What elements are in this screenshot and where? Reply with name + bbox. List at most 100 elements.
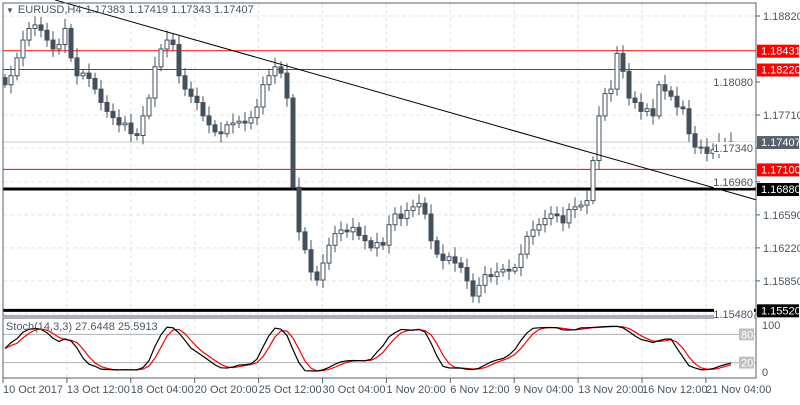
- candle-bear: [428, 213, 434, 242]
- candle-bear: [212, 124, 218, 133]
- candle-bull: [656, 84, 662, 117]
- candle-bear: [290, 97, 296, 188]
- price-tick-label: 1.16960: [713, 177, 753, 189]
- candle-bear: [422, 202, 428, 215]
- candle-bear: [284, 72, 290, 99]
- level-price-label: 1.17100: [761, 164, 800, 176]
- time-tick-label: 16 Nov 12:00: [642, 384, 707, 396]
- candle-bull: [476, 284, 482, 297]
- level-price-label: 1.15520: [761, 305, 800, 317]
- candle-bull: [230, 122, 236, 126]
- time-tick-label: 25 Oct 12:00: [259, 384, 322, 396]
- candle-bear: [626, 70, 632, 99]
- candle-bear: [194, 95, 200, 104]
- time-tick-label: 21 Nov 04:00: [706, 384, 771, 396]
- stoch-tick-label: 0: [762, 367, 768, 379]
- candle-bear: [296, 186, 302, 233]
- time-tick-label: 9 Nov 04:00: [514, 384, 573, 396]
- candle-bear: [38, 24, 44, 31]
- candle-bear: [278, 66, 284, 74]
- candle-bull: [386, 224, 392, 246]
- candle-bull: [146, 97, 152, 117]
- candle-bull: [584, 200, 590, 206]
- candle-bull: [608, 88, 614, 95]
- candle-bull: [26, 27, 32, 41]
- candles: [2, 16, 734, 304]
- candle-bull: [56, 44, 62, 50]
- candle-bull: [332, 233, 338, 246]
- trendline[interactable]: [54, 0, 757, 201]
- candle-bull: [152, 66, 158, 99]
- axes: 1.18820 1.18080 1.17710 1.17340 1.16960 1.165…: [2, 2, 800, 396]
- candle-bear: [458, 262, 464, 269]
- candle-bear: [470, 280, 476, 297]
- candle-bull: [416, 202, 422, 208]
- candle-bear: [206, 115, 212, 126]
- candle-bear: [560, 215, 566, 224]
- candle-bear: [680, 106, 686, 110]
- stoch-level-label: 80: [741, 329, 753, 341]
- price-tick-label: 1.18080: [713, 77, 753, 89]
- stoch-level-tag: [739, 356, 754, 369]
- candle-bear: [368, 240, 374, 249]
- candle-bear: [464, 267, 470, 282]
- stoch-level-tag: [739, 328, 754, 341]
- candle-bear: [620, 52, 626, 72]
- candle-bull: [236, 120, 242, 124]
- main-plot-frame: [2, 2, 757, 317]
- candle-bull: [572, 206, 578, 211]
- candle-bear: [242, 120, 248, 124]
- candle-bull: [32, 24, 38, 29]
- price-tick-label: 1.16220: [763, 243, 800, 255]
- candle-bull: [548, 213, 554, 219]
- price-tick-label-bg: [714, 76, 754, 89]
- candle-bull: [404, 209, 410, 219]
- candle-bull: [122, 122, 128, 126]
- candle-bear: [356, 226, 362, 236]
- candle-bull: [566, 209, 572, 224]
- candle-bear: [176, 44, 182, 77]
- candle-bear: [440, 253, 446, 261]
- candle-bull: [602, 93, 608, 117]
- level-price-tag: [757, 304, 799, 318]
- dropdown-triangle-icon[interactable]: ▼: [6, 5, 14, 15]
- candle-bull: [590, 159, 596, 202]
- price-tick-label: 1.16590: [763, 210, 800, 222]
- stoch-tick-label: 100: [762, 320, 780, 332]
- level-price-label: 1.18220: [761, 65, 800, 77]
- candle-bull: [14, 57, 20, 77]
- candle-bear: [110, 110, 116, 119]
- candle-bull: [140, 115, 146, 137]
- candle-bull: [260, 84, 266, 108]
- candle-bear: [92, 77, 98, 90]
- candle-bear: [50, 39, 56, 50]
- candle-bull: [518, 253, 524, 269]
- time-tick-label: 18 Oct 04:00: [131, 384, 194, 396]
- time-tick-label: 10 Oct 2017: [3, 384, 63, 396]
- level-price-tag: [757, 63, 799, 77]
- price-tick-label: 1.15480: [713, 309, 753, 321]
- candle-bear: [74, 57, 80, 77]
- candle-bear: [44, 29, 50, 41]
- candle-bull: [272, 66, 278, 77]
- candle-bear: [380, 242, 386, 246]
- levels: [3, 50, 756, 312]
- candle-bull: [500, 268, 506, 273]
- candle-bear: [686, 108, 692, 135]
- candle-bear: [692, 133, 698, 148]
- candle-bear: [506, 268, 512, 272]
- candle-bull: [644, 108, 650, 112]
- chart-title: ▼ EURUSD,H4 1.17383 1.17419 1.17343 1.17…: [6, 4, 254, 16]
- candle-bear: [98, 88, 104, 104]
- candle-bull: [62, 27, 68, 46]
- candle-bear: [170, 39, 176, 46]
- candle-bear: [308, 249, 314, 273]
- candle-bear: [398, 213, 404, 219]
- candle-bull: [224, 124, 230, 135]
- candle-bull: [698, 146, 704, 149]
- candle-bear: [434, 240, 440, 255]
- candle-bear: [674, 95, 680, 108]
- price-tick-label: 1.17710: [763, 110, 800, 122]
